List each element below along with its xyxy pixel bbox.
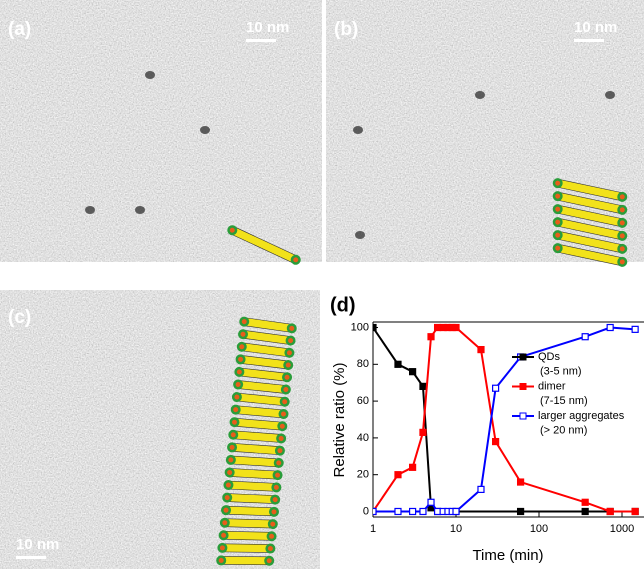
molecule [217, 543, 275, 554]
particle [200, 126, 210, 134]
core [267, 558, 272, 563]
legend-label: larger aggregates [538, 410, 625, 422]
point [410, 369, 416, 375]
particle [353, 126, 363, 134]
chart: (d) Time (min) Relative ratio (%) 0 20 40 6… [330, 294, 644, 564]
point [453, 508, 459, 514]
point [395, 472, 401, 478]
point [493, 385, 499, 391]
particle [475, 91, 485, 99]
rod [221, 556, 269, 564]
point [420, 508, 426, 514]
legend-label: QDs [538, 351, 561, 363]
y-tick-label: 100 [351, 321, 369, 333]
y-tick-label: 40 [357, 432, 369, 444]
legend-marker [520, 384, 526, 390]
point [370, 325, 376, 331]
legend-marker [520, 413, 526, 419]
point [410, 508, 416, 514]
rod [227, 494, 275, 504]
point [518, 479, 524, 485]
scale-bar [246, 39, 276, 42]
particle [85, 206, 95, 214]
x-tick-label: 1000 [610, 523, 634, 535]
rod [225, 519, 273, 528]
scale-label: 10 nm [574, 19, 617, 36]
point [493, 439, 499, 445]
x-tick-label: 1 [370, 523, 376, 535]
scale-label: 10 nm [246, 19, 289, 36]
legend-marker [520, 354, 526, 360]
panel-label: (a) [8, 19, 31, 40]
point [428, 334, 434, 340]
figure: (a) (b) (c) 10 nm 10 nm 10 nm (d) Time (… [0, 0, 644, 569]
point [518, 508, 524, 514]
point [582, 508, 588, 514]
page: (a) (b) (c) 10 nm 10 nm 10 nm (d) Time (… [0, 0, 644, 574]
core [219, 558, 224, 563]
scale-bar [16, 556, 46, 559]
molecule [216, 555, 274, 565]
scale-label: 10 nm [16, 536, 59, 553]
legend-detail: (7-15 nm) [540, 395, 588, 407]
particle [145, 71, 155, 79]
point [395, 508, 401, 514]
point [582, 334, 588, 340]
point [370, 508, 376, 514]
point [453, 325, 459, 331]
point [410, 464, 416, 470]
legend-detail: (3-5 nm) [540, 365, 582, 377]
y-tick-label: 0 [363, 505, 369, 517]
x-axis-title: Time (min) [472, 547, 543, 564]
y-tick-label: 20 [357, 469, 369, 481]
legend-detail: (> 20 nm) [540, 424, 587, 436]
particle [135, 206, 145, 214]
panel-label: (d) [330, 294, 356, 316]
rod [224, 531, 272, 540]
rod [226, 506, 274, 516]
particle [605, 91, 615, 99]
panel-label: (b) [334, 19, 358, 40]
point [428, 499, 434, 505]
point [478, 347, 484, 353]
point [420, 383, 426, 389]
point [607, 325, 613, 331]
point [632, 326, 638, 332]
panel-label: (c) [8, 307, 31, 328]
y-axis-title: Relative ratio (%) [331, 362, 348, 477]
point [478, 486, 484, 492]
x-tick-label: 10 [450, 523, 462, 535]
point [582, 499, 588, 505]
point [395, 361, 401, 367]
point [420, 429, 426, 435]
y-tick-label: 60 [357, 395, 369, 407]
rod [222, 544, 270, 553]
legend-label: dimer [538, 380, 566, 392]
x-tick-label: 100 [530, 523, 548, 535]
point [607, 508, 613, 514]
particle [355, 231, 365, 239]
point [632, 508, 638, 514]
y-tick-label: 80 [357, 358, 369, 370]
scale-bar [574, 39, 604, 42]
